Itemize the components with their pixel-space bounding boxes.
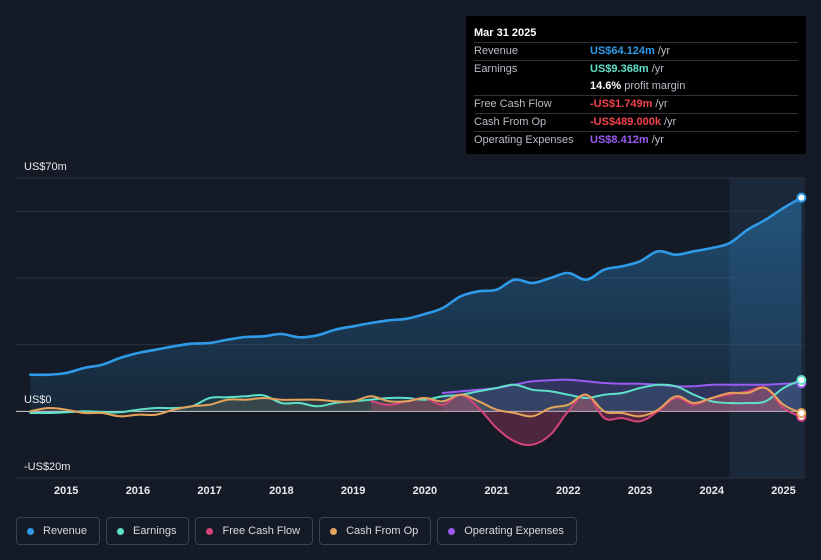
y-axis-label-top: US$70m [24,161,67,173]
revenue-endpoint[interactable] [796,192,807,203]
legend-dot [27,527,34,535]
tooltip-row-cash-from-op: Cash From Op -US$489.000k /yr [474,113,798,131]
x-tick-label: 2017 [197,485,221,497]
operating-expenses-area [442,379,802,412]
tooltip-unit: profit margin [624,80,686,92]
tooltip-value: -US$1.749m [590,98,653,110]
earnings-endpoint[interactable] [796,375,807,385]
tooltip-label: Cash From Op [474,116,547,128]
tooltip-row-revenue: Revenue US$64.124m /yr [474,42,798,60]
legend-item-operating-expenses[interactable]: Operating Expenses [437,517,577,545]
tooltip-row-profit-margin: 14.6% profit margin [474,78,798,95]
tooltip-unit: /yr [663,116,677,128]
tooltip-unit: /yr [655,98,668,110]
tooltip-date: Mar 31 2025 [474,27,537,39]
tooltip-value: 14.6% [590,80,622,92]
legend-item-revenue[interactable]: Revenue [16,517,101,545]
tooltip-row-earnings: Earnings US$9.368m /yr [474,60,798,78]
tooltip-label: Operating Expenses [474,134,574,146]
tooltip-label [474,78,590,95]
earnings-area [30,380,802,414]
tooltip-row-operating-expenses: Operating Expenses US$8.412m /yr [474,131,798,149]
x-tick-label: 2016 [126,485,150,497]
tooltip-value: US$9.368m [590,63,649,75]
legend-item-earnings[interactable]: Earnings [106,517,190,545]
y-axis-label-zero: US$0 [24,394,52,406]
legend: Revenue Earnings Free Cash Flow Cash Fro… [16,517,583,545]
x-tick-label: 2025 [771,485,795,497]
series-lines [29,196,803,447]
x-axis-ticks: 2015 2016 2017 2018 2019 2020 2021 2022 2023 2024… [54,485,796,497]
cash-from-op-area [30,387,802,417]
revenue-line [29,196,803,377]
tooltip-value: -US$489.000k [590,116,661,128]
legend-label: Revenue [43,525,88,537]
tooltip-value: US$64.124m [590,45,655,57]
legend-item-cash-from-op[interactable]: Cash From Op [319,517,432,545]
x-tick-label: 2023 [628,485,652,497]
cash-from-op-line [29,386,803,418]
tooltip-label: Earnings [474,63,518,75]
legend-dot [330,527,338,535]
tooltip-unit: /yr [651,63,664,75]
series-endpoints [796,192,807,422]
x-tick-label: 2020 [413,485,437,497]
tooltip-row-free-cash-flow: Free Cash Flow -US$1.749m /yr [474,95,798,113]
legend-label: Free Cash Flow [222,525,301,537]
x-tick-label: 2024 [700,485,725,497]
tooltip-label: Free Cash Flow [474,98,552,110]
x-tick-label: 2015 [54,485,78,497]
tooltip-unit: /yr [651,134,664,146]
x-tick-label: 2022 [556,485,580,497]
revenue-area [30,197,802,412]
legend-dot [206,527,214,535]
tooltip-label: Revenue [474,45,519,57]
area-fills [30,197,802,446]
legend-label: Earnings [133,525,177,537]
x-tick-label: 2018 [269,485,293,497]
tooltip-unit: /yr [657,45,671,57]
x-tick-label: 2019 [341,485,365,497]
legend-label: Operating Expenses [464,525,564,537]
legend-dot [448,527,456,535]
tooltip-value: US$8.412m [590,134,649,146]
y-axis-label-bottom: -US$20m [24,461,70,473]
tooltip: Mar 31 2025 Revenue US$64.124m /yr Earni… [466,16,806,154]
cash-from-op-endpoint[interactable] [796,408,807,418]
x-tick-label: 2021 [484,485,508,497]
legend-item-free-cash-flow[interactable]: Free Cash Flow [195,517,314,545]
legend-dot [117,527,125,535]
legend-label: Cash From Op [346,525,419,537]
